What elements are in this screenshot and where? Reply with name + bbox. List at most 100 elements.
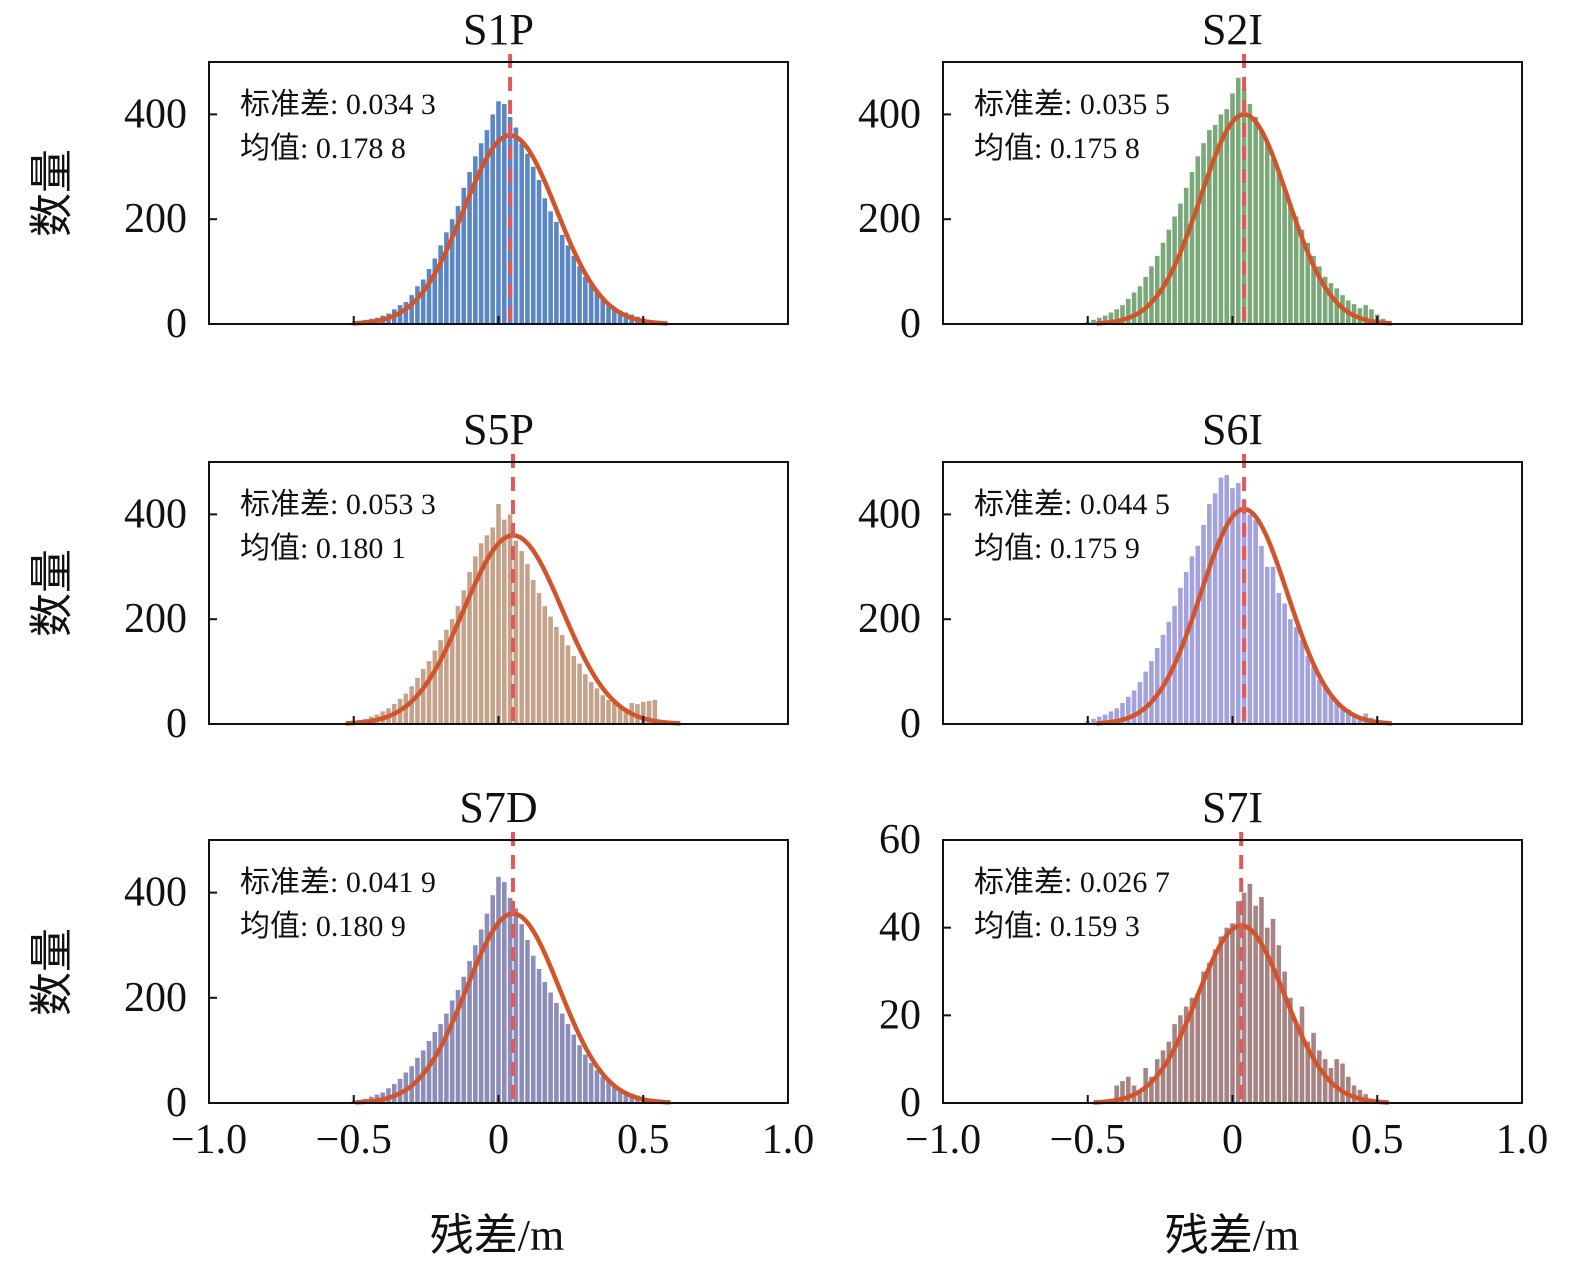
- histogram-bar: [403, 301, 409, 324]
- y-tick-label: 400: [124, 91, 187, 137]
- histogram-bar: [1241, 498, 1247, 724]
- histogram-bar: [623, 312, 629, 324]
- histogram-bar: [1230, 923, 1235, 1103]
- mean-label: 均值: 0.175 8: [974, 132, 1140, 165]
- x-tick-label: −1.0: [905, 1117, 981, 1163]
- histogram-bar: [1207, 503, 1212, 724]
- histogram-bar: [1322, 687, 1328, 724]
- histogram-bar: [600, 695, 606, 724]
- histogram-bar: [594, 688, 600, 724]
- histogram-bar: [409, 686, 414, 724]
- histogram-bar: [432, 650, 438, 724]
- histogram-bar: [1357, 1089, 1363, 1103]
- histogram-bar: [473, 945, 478, 1103]
- panel-title: S2I: [1202, 5, 1263, 54]
- histogram-bar: [1131, 292, 1137, 324]
- histogram-bar: [1328, 1067, 1334, 1103]
- histogram-bar: [473, 156, 478, 324]
- histogram-bar: [548, 992, 553, 1103]
- histogram-bar: [1154, 1059, 1160, 1103]
- histogram-bar: [1183, 572, 1189, 724]
- histogram-bar: [559, 234, 565, 324]
- histogram-bar: [426, 1040, 432, 1103]
- histogram-bar: [1322, 276, 1328, 324]
- histogram-bar: [478, 143, 484, 324]
- panel-5: 0 200 400 −1.0 −0.5 0 0.5 1.0 S7D 标准差: 0.041 9 均值:…: [124, 783, 814, 1163]
- histogram-bar: [1346, 709, 1351, 724]
- histogram-bar: [415, 286, 420, 324]
- histogram-bar: [1282, 187, 1287, 324]
- histogram-bar: [1149, 1076, 1154, 1103]
- mean-label: 均值: 0.178 8: [240, 132, 406, 165]
- y-tick-label: 400: [124, 870, 187, 916]
- histogram-bar: [461, 590, 467, 724]
- histogram-bar: [507, 897, 513, 1103]
- mean-label: 均值: 0.159 3: [974, 910, 1140, 943]
- histogram-bar: [1143, 276, 1148, 324]
- histogram-bar: [1235, 901, 1241, 1103]
- histogram-bar: [600, 297, 606, 324]
- histogram-bar: [1224, 927, 1229, 1103]
- histogram-bar: [577, 663, 582, 724]
- histogram-bar: [1363, 305, 1368, 324]
- histogram-bar: [1143, 671, 1148, 724]
- histogram-bar: [1218, 936, 1224, 1103]
- histogram-bar: [1125, 696, 1131, 724]
- histogram-bar: [1120, 703, 1125, 724]
- histogram-bar: [623, 1091, 629, 1103]
- histogram-bar: [1282, 603, 1287, 724]
- histogram-bar: [1328, 283, 1334, 324]
- std-dev-label: 标准差: 0.034 3: [240, 88, 436, 121]
- histogram-bar: [519, 551, 524, 724]
- panel-title: S6I: [1202, 405, 1263, 454]
- y-axis-title-row-1: 数量: [28, 149, 77, 237]
- histogram-bar: [600, 1076, 606, 1103]
- x-axis-title-left: 残差/m: [430, 1211, 564, 1260]
- histogram-bar: [1102, 714, 1108, 724]
- histogram-bar: [612, 703, 617, 724]
- histogram-bar: [1253, 905, 1258, 1103]
- histogram-bar: [438, 1024, 443, 1103]
- histogram-bar: [1270, 918, 1276, 1103]
- histogram-bar: [1154, 255, 1160, 324]
- histogram-bar: [1288, 997, 1293, 1103]
- histogram-bar: [1259, 896, 1264, 1103]
- x-tick-label: 1.0: [1496, 1117, 1549, 1163]
- histogram-bar: [1108, 312, 1114, 324]
- histogram-bar: [1201, 971, 1206, 1103]
- histogram-bar: [496, 876, 501, 1103]
- histogram-bar: [1125, 298, 1131, 324]
- histogram-bar: [536, 179, 542, 324]
- histogram-bar: [449, 619, 455, 724]
- panel-title: S1P: [463, 5, 534, 54]
- histogram-bar: [1154, 648, 1160, 724]
- histogram-bar: [484, 913, 490, 1103]
- histogram-bar: [1097, 716, 1102, 724]
- std-dev-label: 标准差: 0.044 5: [974, 488, 1170, 521]
- histogram-bar: [1299, 1006, 1305, 1103]
- histogram-bar: [455, 606, 461, 724]
- histogram-bar: [530, 166, 536, 324]
- histogram-bar: [1340, 1063, 1345, 1103]
- histogram-bar: [1305, 655, 1311, 724]
- histogram-bar: [1264, 927, 1270, 1103]
- histogram-bar: [1201, 143, 1206, 324]
- y-tick-label: 20: [879, 992, 921, 1038]
- histogram-bar: [554, 627, 559, 724]
- histogram-bar: [420, 279, 426, 324]
- histogram-bar: [490, 527, 496, 724]
- histogram-bar: [496, 503, 501, 724]
- histogram-bar: [1160, 634, 1166, 724]
- y-tick-label: 0: [166, 1080, 187, 1126]
- histogram-bar: [588, 284, 594, 324]
- histogram-bar: [617, 310, 623, 324]
- histogram-bar: [432, 258, 438, 324]
- y-tick-label: 400: [124, 491, 187, 537]
- histogram-bar: [444, 232, 449, 324]
- histogram-bar: [525, 153, 530, 324]
- histogram-bar: [467, 960, 472, 1103]
- histogram-bar: [1293, 627, 1299, 724]
- y-tick-label: 0: [900, 301, 921, 347]
- histogram-bar: [594, 291, 600, 324]
- histogram-bar: [542, 606, 548, 724]
